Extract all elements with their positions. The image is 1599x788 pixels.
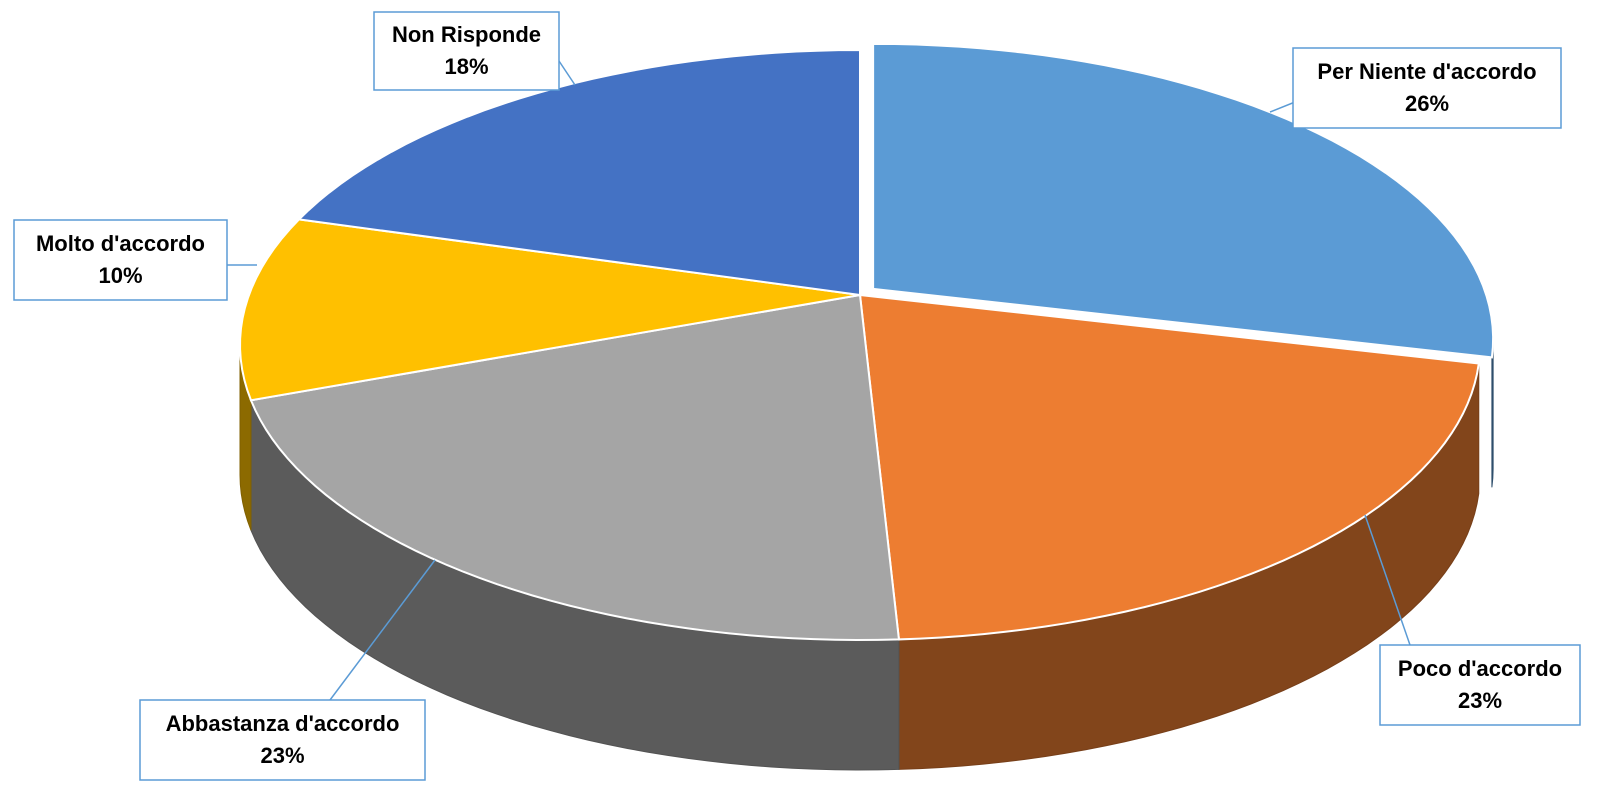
slice (872, 42, 1495, 359)
data-label-value: 26% (1405, 91, 1449, 116)
callout-box (1379, 644, 1581, 726)
data-label-name: Non Risponde (392, 22, 541, 47)
leader-line (329, 559, 436, 701)
callout-box (13, 219, 228, 301)
callout-box (1292, 47, 1562, 129)
data-label-name: Abbastanza d'accordo (166, 711, 400, 736)
data-label-name: Per Niente d'accordo (1317, 59, 1536, 84)
data-label-name: Molto d'accordo (36, 231, 205, 256)
slice (296, 48, 861, 297)
slice (249, 293, 901, 641)
data-label-value: 23% (260, 743, 304, 768)
slice (239, 218, 861, 402)
callout-box (139, 699, 426, 781)
leader-line (1364, 514, 1411, 646)
data-label-value: 23% (1458, 688, 1502, 713)
callout-box (373, 11, 560, 91)
data-label-name: Poco d'accordo (1398, 656, 1562, 681)
data-label-value: 18% (444, 54, 488, 79)
slice (858, 293, 1480, 641)
slice-side (1491, 338, 1494, 488)
data-label-value: 10% (98, 263, 142, 288)
